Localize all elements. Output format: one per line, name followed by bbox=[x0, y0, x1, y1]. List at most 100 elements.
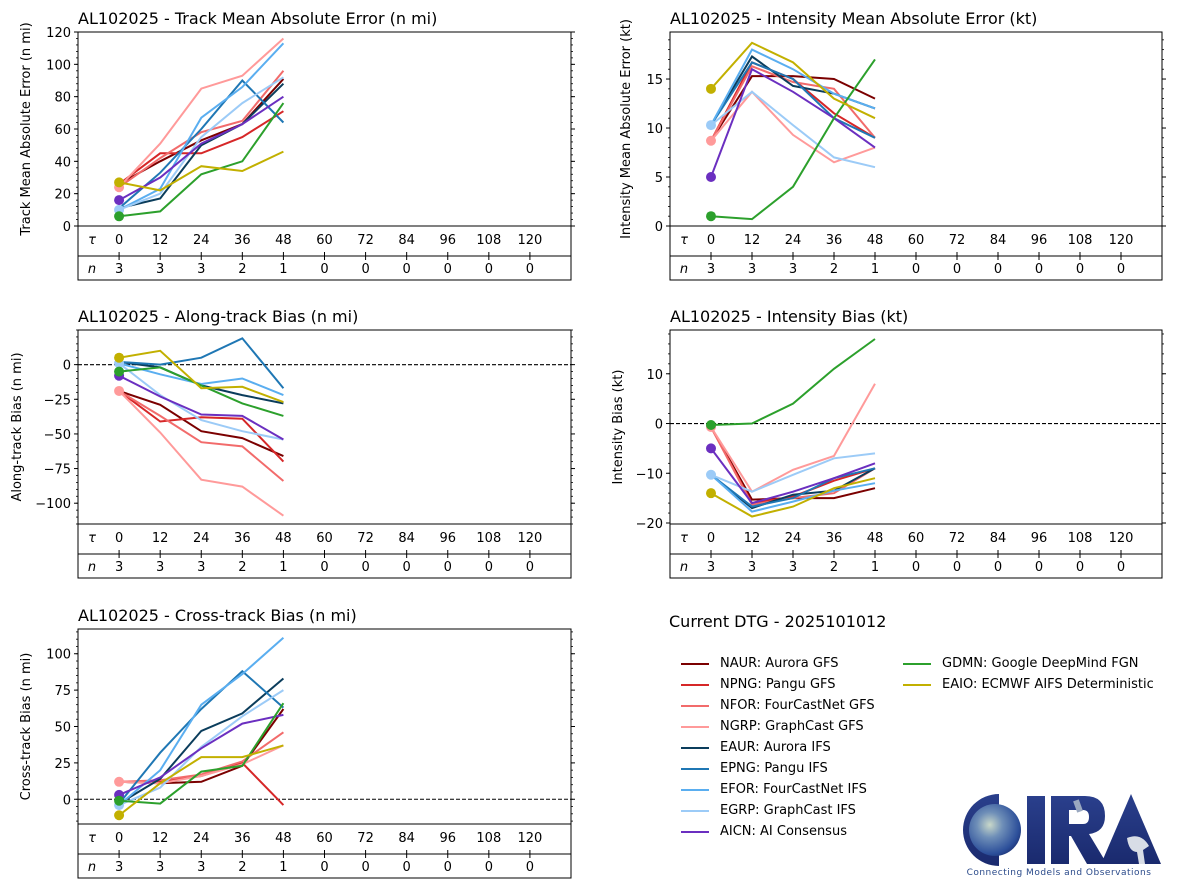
tau-value: 96 bbox=[1031, 531, 1048, 546]
legend-swatch bbox=[681, 767, 709, 770]
tau-value: 60 bbox=[908, 531, 925, 546]
tau-row-label: τ bbox=[88, 831, 96, 846]
n-value: 3 bbox=[789, 560, 797, 575]
y-axis-label: Along-track Bias (n mi) bbox=[10, 352, 25, 501]
tau-value: 72 bbox=[357, 233, 374, 248]
tau-value: 120 bbox=[518, 831, 543, 846]
y-tick-label: −75 bbox=[44, 463, 71, 478]
marker-eaio bbox=[706, 488, 716, 499]
series-line-efor bbox=[710, 474, 876, 513]
series-line-efor bbox=[118, 636, 285, 806]
logo-letter-r bbox=[1051, 796, 1107, 864]
y-axis-label: Cross-track Bias (n mi) bbox=[19, 653, 34, 801]
tau-value: 36 bbox=[234, 831, 251, 846]
y-tick-label: 0 bbox=[655, 418, 663, 433]
n-value: 3 bbox=[748, 262, 756, 277]
n-value: 1 bbox=[279, 262, 287, 277]
series-line-ngrp bbox=[119, 744, 284, 785]
series-line-aicn bbox=[118, 713, 284, 796]
n-value: 0 bbox=[444, 262, 452, 277]
legend-item-npng: NPNG: Pangu GFS bbox=[681, 674, 875, 695]
n-value: 0 bbox=[485, 860, 493, 875]
series-line-aicn bbox=[118, 95, 284, 201]
legend-label: GDMN: Google DeepMind FGN bbox=[942, 656, 1139, 671]
tau-value: 0 bbox=[115, 233, 123, 248]
n-value: 0 bbox=[320, 860, 328, 875]
legend-item-eaur: EAUR: Aurora IFS bbox=[681, 737, 875, 758]
marker-aicn bbox=[706, 172, 716, 183]
tau-n-table bbox=[669, 225, 1163, 281]
y-tick-label: 0 bbox=[655, 220, 663, 235]
legend-column-2: GDMN: Google DeepMind FGN EAIO: ECMWF AIF… bbox=[903, 653, 1154, 695]
logo-letter-i bbox=[1027, 796, 1045, 864]
n-value: 0 bbox=[526, 262, 534, 277]
series-line-ngrp bbox=[118, 390, 284, 517]
y-tick-label: 0 bbox=[63, 359, 71, 374]
series-line-npng bbox=[118, 110, 284, 185]
series-line-epng bbox=[710, 61, 876, 139]
legend-swatch bbox=[681, 830, 709, 833]
tau-value: 72 bbox=[357, 831, 374, 846]
legend-item-epng: EPNG: Pangu IFS bbox=[681, 758, 875, 779]
marker-ngrp bbox=[114, 385, 125, 396]
legend-swatch bbox=[903, 683, 931, 686]
n-value: 0 bbox=[1076, 262, 1084, 277]
n-value: 3 bbox=[748, 560, 756, 575]
n-value: 0 bbox=[994, 262, 1002, 277]
legend-label: EFOR: FourCastNet IFS bbox=[720, 782, 867, 797]
series-line-aicn bbox=[710, 447, 876, 505]
legend-label: NGRP: GraphCast GFS bbox=[720, 719, 864, 734]
n-value: 0 bbox=[485, 262, 493, 277]
series-line-eaio bbox=[710, 41, 876, 120]
n-value: 3 bbox=[115, 560, 123, 575]
plot-frame bbox=[669, 31, 1163, 227]
legend-label: EGRP: GraphCast IFS bbox=[720, 803, 856, 818]
n-value: 0 bbox=[361, 560, 369, 575]
marker-egrp bbox=[706, 469, 716, 480]
chart-title: AL102025 - Intensity Mean Absolute Error… bbox=[670, 9, 1037, 28]
y-tick-label: 50 bbox=[54, 721, 71, 736]
marker-aicn bbox=[706, 443, 716, 454]
series-line-naur bbox=[710, 75, 876, 142]
series-line-gdmn bbox=[118, 102, 285, 218]
cira-logo: Connecting Models and Observations bbox=[955, 792, 1163, 878]
legend-item-gdmn: GDMN: Google DeepMind FGN bbox=[903, 653, 1154, 674]
tau-row-label: τ bbox=[88, 531, 96, 546]
tau-value: 60 bbox=[316, 233, 333, 248]
y-axis-label: Intensity Mean Absolute Error (kt) bbox=[619, 19, 634, 239]
chart-title: AL102025 - Along-track Bias (n mi) bbox=[78, 307, 358, 326]
logo-letter-c bbox=[963, 794, 999, 866]
marker-eaio bbox=[114, 352, 125, 363]
tau-value: 36 bbox=[826, 233, 843, 248]
legend-swatch bbox=[681, 809, 709, 812]
tau-value: 96 bbox=[1031, 233, 1048, 248]
tau-value: 12 bbox=[152, 831, 169, 846]
n-value: 3 bbox=[197, 560, 205, 575]
tau-value: 108 bbox=[1068, 531, 1093, 546]
n-value: 2 bbox=[238, 560, 246, 575]
chart-panel-4: AL102025 - Intensity Bias (kt) Intensity … bbox=[611, 307, 1166, 579]
y-tick-label: 25 bbox=[54, 757, 71, 772]
series-line-efor bbox=[118, 362, 284, 397]
legend-item-nfor: NFOR: FourCastNet GFS bbox=[681, 695, 875, 716]
n-value: 0 bbox=[1117, 262, 1125, 277]
tau-value: 12 bbox=[152, 233, 169, 248]
y-axis-label: Track Mean Absolute Error (n mi) bbox=[19, 22, 34, 236]
series-line-eaio bbox=[118, 150, 284, 192]
tau-value: 12 bbox=[744, 531, 761, 546]
marker-ngrp bbox=[114, 776, 125, 787]
marker-gdmn bbox=[706, 420, 716, 431]
n-value: 0 bbox=[403, 262, 411, 277]
y-tick-label: 10 bbox=[646, 368, 663, 383]
y-tick-label: −100 bbox=[35, 497, 71, 512]
n-value: 0 bbox=[1117, 560, 1125, 575]
n-value: 0 bbox=[953, 262, 961, 277]
y-tick-label: −20 bbox=[636, 517, 663, 532]
n-row-label: n bbox=[88, 262, 96, 277]
tau-row-label: τ bbox=[88, 233, 96, 248]
n-value: 0 bbox=[361, 860, 369, 875]
tau-value: 84 bbox=[398, 531, 415, 546]
n-row-label: n bbox=[680, 560, 688, 575]
n-value: 0 bbox=[485, 560, 493, 575]
tau-value: 120 bbox=[1109, 233, 1134, 248]
